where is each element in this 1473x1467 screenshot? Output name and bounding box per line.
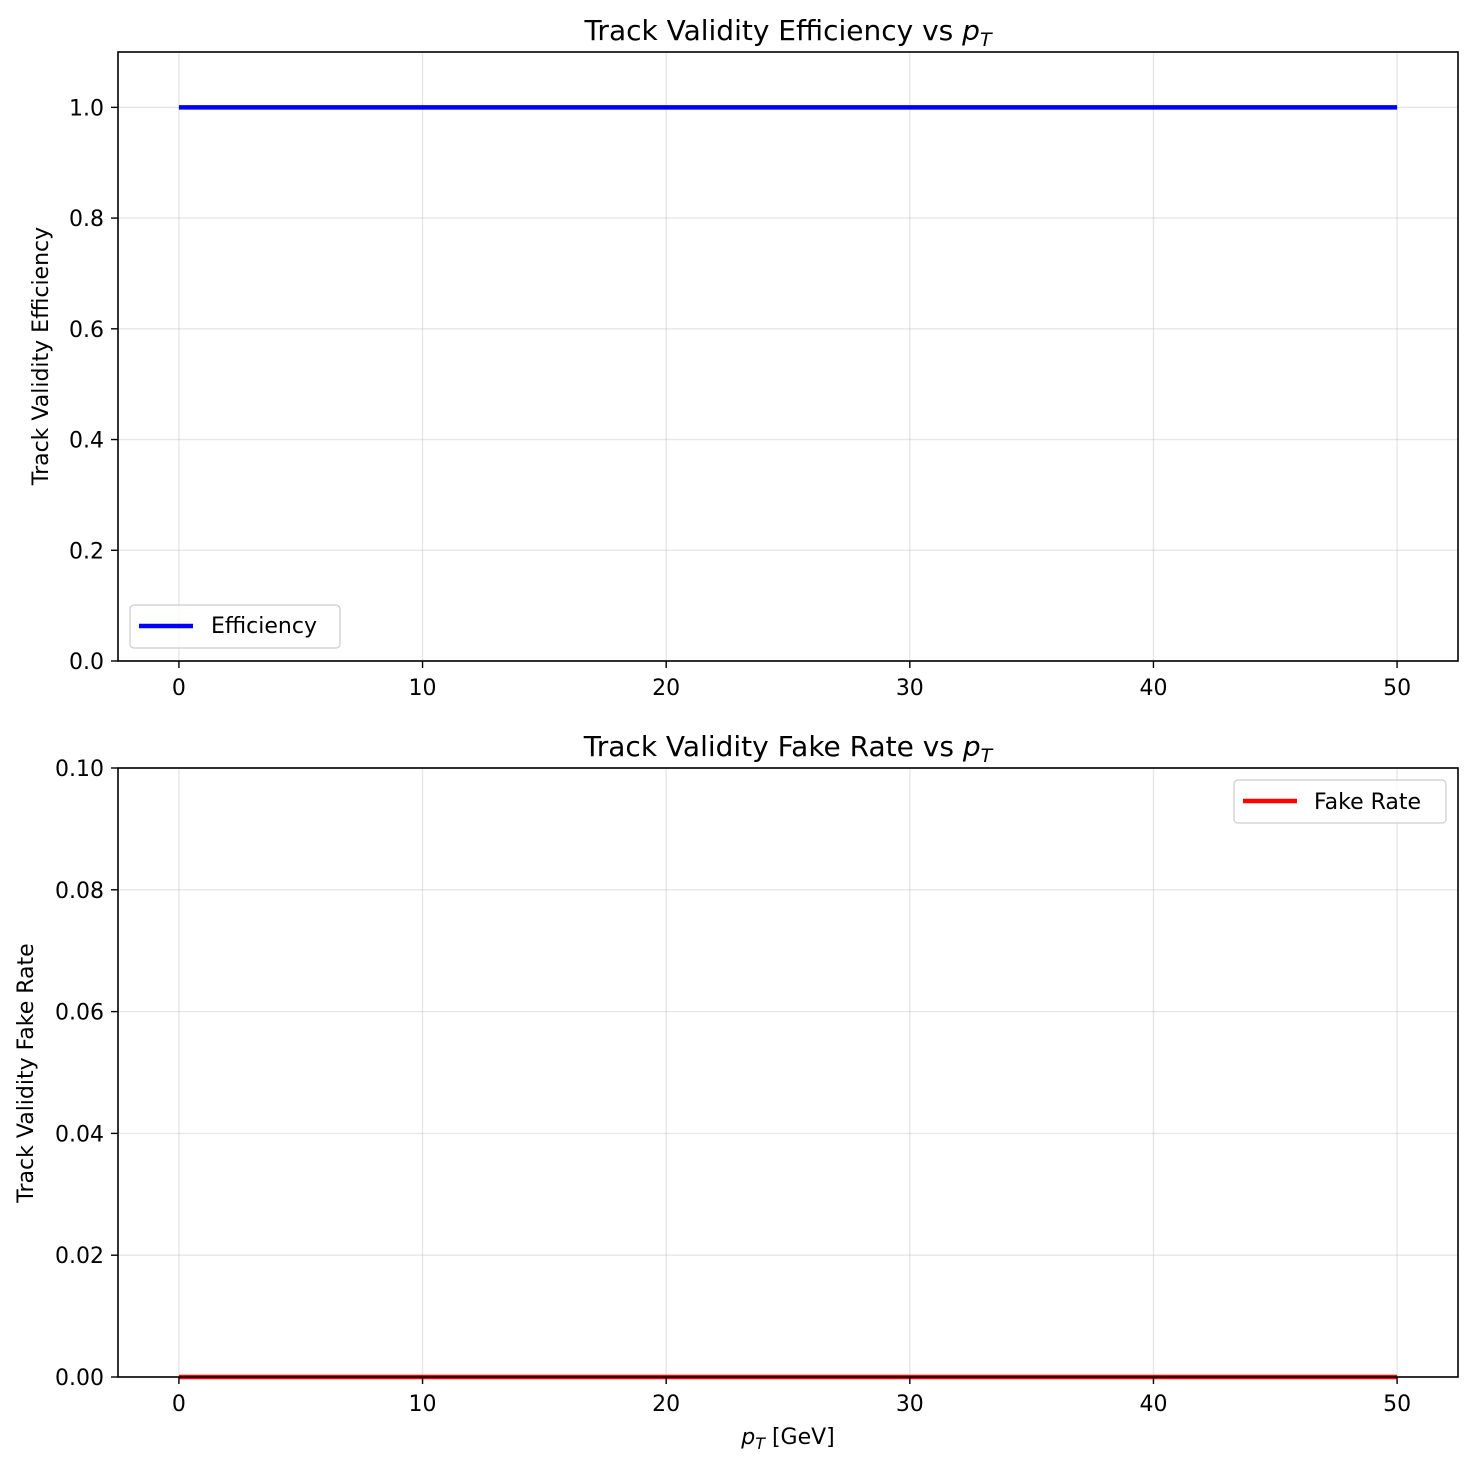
- fake-rate-y-axis-label: Track Validity Fake Rate: [14, 943, 39, 1203]
- y-tick-label: 0.10: [55, 757, 104, 782]
- x-tick-label: 20: [652, 1392, 680, 1417]
- x-tick-label: 0: [172, 1392, 186, 1417]
- legend-label-efficiency: Efficiency: [211, 614, 317, 639]
- x-tick-label: 40: [1139, 676, 1167, 701]
- efficiency-axes-frame: [117, 51, 1459, 662]
- fake-rate-legend: Fake Rate: [1233, 779, 1447, 824]
- y-tick-label: 0.04: [55, 1122, 104, 1147]
- fake-rate-yticks: 0.00 0.02 0.04 0.06 0.08 0.10: [55, 757, 118, 1391]
- x-tick-label: 10: [409, 676, 437, 701]
- y-tick-label: 0.08: [55, 879, 104, 904]
- x-tick-label: 30: [896, 1392, 924, 1417]
- x-tick-label: 0: [172, 676, 186, 701]
- x-tick-label: 20: [652, 676, 680, 701]
- y-tick-label: 0.06: [55, 1001, 104, 1026]
- x-tick-label: 50: [1383, 1392, 1411, 1417]
- efficiency-title: Track Validity Efficiency vs pT: [583, 14, 993, 51]
- legend-label-fake-rate: Fake Rate: [1314, 790, 1421, 815]
- y-tick-label: 0.6: [69, 318, 104, 343]
- efficiency-xticks: 0 10 20 30 40 50: [172, 661, 1411, 701]
- y-tick-label: 0.4: [69, 429, 104, 454]
- x-tick-label: 50: [1383, 676, 1411, 701]
- y-tick-label: 0.0: [69, 650, 104, 675]
- efficiency-panel: 0 10 20 30 40 50 0.0 0.2 0.4 0.6 0.8 1.0 Track Val…: [29, 14, 1459, 701]
- y-tick-label: 0.2: [69, 539, 104, 564]
- x-tick-label: 40: [1139, 1392, 1167, 1417]
- y-tick-label: 0.8: [69, 207, 104, 232]
- x-tick-label: 30: [896, 676, 924, 701]
- fake-rate-axes-frame: [117, 767, 1459, 1378]
- x-tick-label: 10: [409, 1392, 437, 1417]
- fake-rate-panel: 0 10 20 30 40 50 0.00 0.02 0.04 0.06 0.08 0.10 Tra…: [14, 730, 1459, 1453]
- efficiency-y-axis-label: Track Validity Efficiency: [29, 227, 54, 486]
- y-tick-label: 0.02: [55, 1244, 104, 1269]
- legend-box: [1233, 779, 1447, 824]
- fake-rate-title: Track Validity Fake Rate vs pT: [583, 730, 994, 767]
- efficiency-legend: Efficiency: [129, 604, 341, 649]
- fake-rate-x-axis-label: pT [GeV]: [740, 1425, 835, 1453]
- fake-rate-xticks: 0 10 20 30 40 50: [172, 1377, 1411, 1417]
- efficiency-yticks: 0.0 0.2 0.4 0.6 0.8 1.0: [69, 96, 118, 675]
- legend-box: [129, 604, 341, 649]
- y-tick-label: 1.0: [69, 96, 104, 121]
- y-tick-label: 0.00: [55, 1366, 104, 1391]
